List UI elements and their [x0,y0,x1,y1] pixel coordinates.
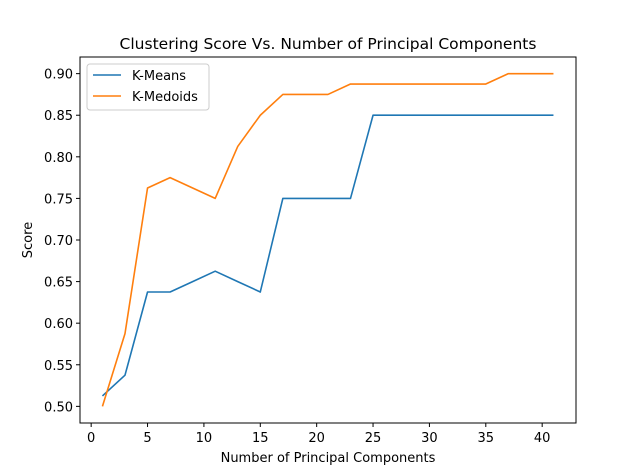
legend-label-k-medoids: K-Medoids [132,90,198,105]
x-tick-label: 0 [87,431,95,446]
y-tick-label: 0.85 [44,109,73,124]
x-tick-label: 20 [308,431,325,446]
y-tick-label: 0.70 [44,234,73,249]
y-axis-ticks: 0.50 0.55 0.60 0.65 0.70 0.75 0.80 0.85 0.90 [44,68,80,415]
y-axis-label: Score [21,222,36,258]
x-tick-label: 10 [196,431,213,446]
y-tick-label: 0.90 [44,68,73,83]
series-lines [101,72,554,407]
x-tick-label: 35 [478,431,495,446]
x-tick-label: 5 [143,431,151,446]
chart-legend: K-Means K-Medoids [86,63,210,111]
x-tick-label: 15 [252,431,269,446]
x-axis-ticks: 0 5 10 15 20 25 30 35 40 [87,423,550,446]
series-line-k-medoids [101,72,554,407]
x-axis-label: Number of Principal Components [221,451,436,466]
series-line-k-means [101,114,554,397]
y-tick-label: 0.65 [44,276,73,291]
y-tick-label: 0.80 [44,151,73,166]
x-tick-label: 40 [534,431,551,446]
y-tick-label: 0.75 [44,192,73,207]
y-tick-label: 0.55 [44,359,73,374]
x-tick-label: 25 [365,431,382,446]
legend-label-k-means: K-Means [132,69,186,84]
y-tick-label: 0.60 [44,317,73,332]
x-tick-label: 30 [421,431,438,446]
y-tick-label: 0.50 [44,400,73,415]
chart-title: Clustering Score Vs. Number of Principal… [120,35,537,53]
